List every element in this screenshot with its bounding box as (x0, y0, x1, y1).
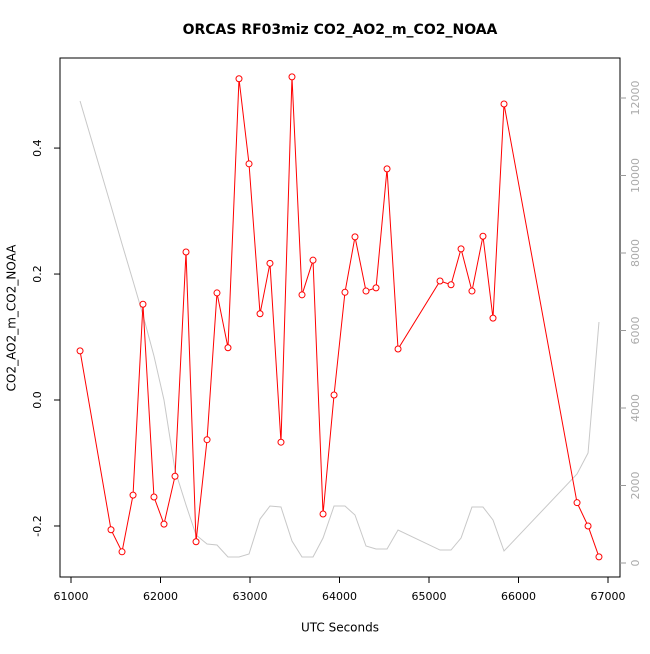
point (288, 73, 296, 81)
point (256, 310, 264, 318)
point (584, 522, 592, 530)
y-tick-label: -0.2 (31, 515, 44, 536)
y2-tick-label: 0 (629, 560, 642, 567)
point (150, 493, 158, 501)
point (118, 548, 126, 556)
point (192, 538, 200, 546)
y-tick-label: 0.0 (31, 391, 44, 409)
y2-tick-label: 8000 (629, 239, 642, 267)
point (309, 256, 317, 264)
chart-title: ORCAS RF03miz CO2_AO2_m_CO2_NOAA (183, 22, 498, 38)
point (341, 288, 349, 296)
point (235, 75, 243, 83)
y2-tick-label: 6000 (629, 317, 642, 345)
point (171, 472, 179, 480)
point (266, 259, 274, 267)
point (182, 248, 190, 256)
point (203, 436, 211, 444)
x-axis-label: UTC Seconds (301, 621, 379, 635)
x-tick-label: 65000 (412, 590, 447, 603)
point (573, 499, 581, 507)
x-tick-label: 61000 (54, 590, 89, 603)
point (457, 245, 465, 253)
point (372, 284, 380, 292)
point (298, 291, 306, 299)
point (129, 491, 137, 499)
point (277, 438, 285, 446)
point (160, 520, 168, 528)
point (500, 100, 508, 108)
point (489, 314, 497, 322)
y2-tick-label: 4000 (629, 394, 642, 422)
x-tick-label: 62000 (143, 590, 178, 603)
point (595, 553, 603, 561)
point (468, 287, 476, 295)
y2-tick-label: 2000 (629, 472, 642, 500)
y-tick-label: 0.4 (31, 139, 44, 157)
point (76, 347, 84, 355)
point (394, 345, 402, 353)
y2-tick-label: 12000 (629, 80, 642, 115)
point (479, 232, 487, 240)
point (447, 281, 455, 289)
point (319, 510, 327, 518)
x-tick-label: 63000 (233, 590, 268, 603)
point (213, 289, 221, 297)
point (436, 277, 444, 285)
point (245, 160, 253, 168)
series-line (79, 100, 600, 558)
point (107, 526, 115, 534)
point (383, 165, 391, 173)
y2-tick-label: 10000 (629, 158, 642, 193)
x-tick-label: 66000 (501, 590, 536, 603)
point (139, 300, 147, 308)
y-tick-label: 0.2 (31, 265, 44, 283)
point (224, 344, 232, 352)
x-tick-label: 67000 (591, 590, 626, 603)
point (351, 233, 359, 241)
y-axis-label: CO2_AO2_m_CO2_NOAA (5, 244, 19, 391)
point (330, 391, 338, 399)
point (362, 287, 370, 295)
x-tick-label: 64000 (322, 590, 357, 603)
